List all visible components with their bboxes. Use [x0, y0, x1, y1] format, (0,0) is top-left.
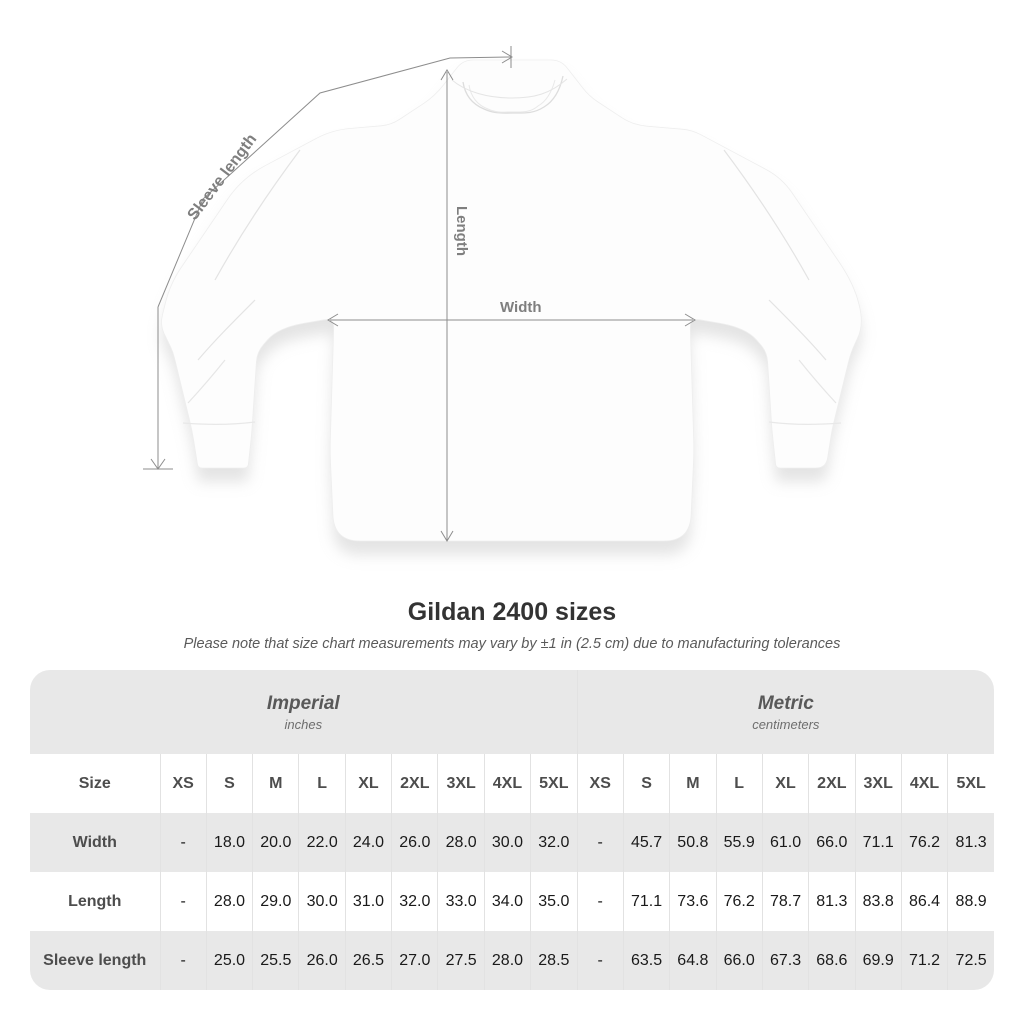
svg-text:Length: Length	[453, 206, 470, 256]
svg-text:Width: Width	[500, 299, 542, 316]
